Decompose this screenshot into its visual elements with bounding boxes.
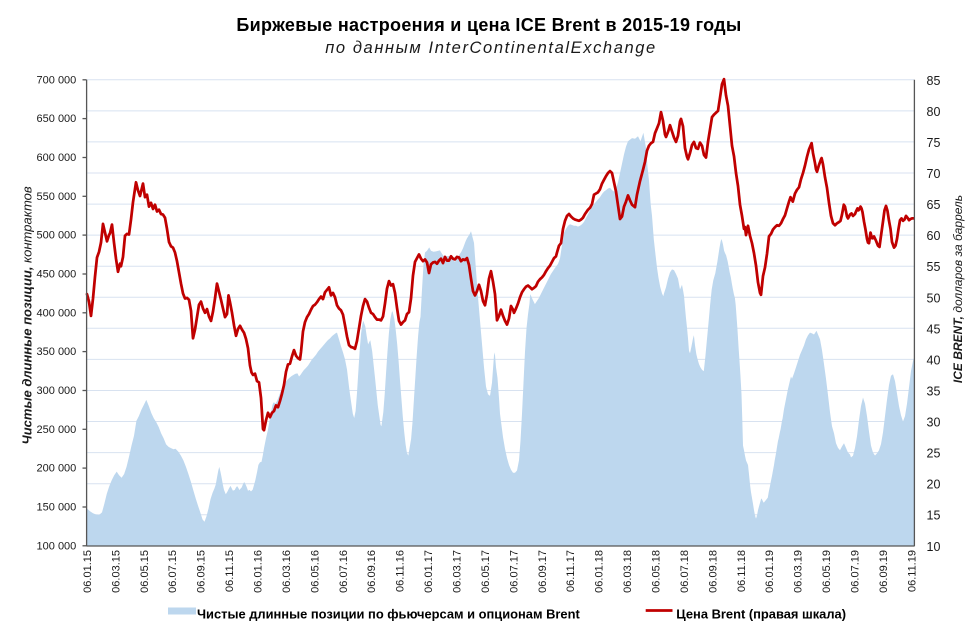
svg-text:550 000: 550 000 (37, 191, 77, 203)
svg-text:650 000: 650 000 (37, 113, 77, 125)
svg-text:Чистые длинные позиции, контра: Чистые длинные позиции, контрактов (20, 186, 35, 444)
svg-text:20: 20 (927, 478, 941, 492)
svg-text:35: 35 (927, 385, 941, 399)
svg-text:250 000: 250 000 (37, 424, 77, 436)
svg-text:06.09.18: 06.09.18 (707, 550, 719, 593)
svg-text:150 000: 150 000 (37, 502, 77, 514)
svg-text:06.01.19: 06.01.19 (764, 550, 776, 593)
svg-text:75: 75 (927, 136, 941, 150)
svg-text:Чистые длинные позиции по фьюч: Чистые длинные позиции по фьючерсам и оп… (197, 607, 580, 622)
svg-text:06.07.17: 06.07.17 (508, 550, 520, 593)
svg-text:06.01.17: 06.01.17 (423, 550, 435, 593)
svg-text:06.07.18: 06.07.18 (679, 550, 691, 593)
svg-text:ICE BRENT, долларов за баррель: ICE BRENT, долларов за баррель (951, 195, 965, 383)
svg-text:06.05.17: 06.05.17 (480, 550, 492, 593)
svg-text:15: 15 (927, 509, 941, 523)
svg-text:06.07.15: 06.07.15 (167, 550, 179, 593)
svg-text:350 000: 350 000 (37, 346, 77, 358)
svg-text:06.11.17: 06.11.17 (565, 550, 577, 592)
svg-text:50: 50 (927, 291, 941, 305)
svg-text:25: 25 (927, 447, 941, 461)
svg-text:45: 45 (927, 322, 941, 336)
svg-text:600 000: 600 000 (37, 152, 77, 164)
svg-text:60: 60 (927, 229, 941, 243)
svg-text:700 000: 700 000 (37, 74, 77, 86)
svg-text:06.01.16: 06.01.16 (253, 550, 265, 593)
svg-text:30: 30 (927, 416, 941, 430)
svg-text:06.11.19: 06.11.19 (906, 550, 918, 592)
svg-text:500 000: 500 000 (37, 230, 77, 242)
svg-text:55: 55 (927, 260, 941, 274)
svg-text:06.01.15: 06.01.15 (82, 550, 94, 593)
svg-text:06.09.15: 06.09.15 (196, 550, 208, 593)
svg-text:06.03.16: 06.03.16 (281, 550, 293, 593)
svg-text:06.11.18: 06.11.18 (736, 550, 748, 592)
svg-text:70: 70 (927, 167, 941, 181)
svg-text:200 000: 200 000 (37, 463, 77, 475)
svg-text:06.09.16: 06.09.16 (366, 550, 378, 593)
svg-text:Цена Brent (правая шкала): Цена Brent (правая шкала) (676, 607, 846, 622)
svg-text:06.05.15: 06.05.15 (139, 550, 151, 593)
svg-text:06.09.17: 06.09.17 (537, 550, 549, 593)
svg-text:06.07.16: 06.07.16 (338, 550, 350, 593)
svg-text:65: 65 (927, 198, 941, 212)
svg-text:300 000: 300 000 (37, 385, 77, 397)
svg-text:10: 10 (927, 540, 941, 554)
svg-text:06.05.19: 06.05.19 (821, 550, 833, 593)
svg-text:450 000: 450 000 (37, 269, 77, 281)
svg-text:400 000: 400 000 (37, 307, 77, 319)
svg-text:06.09.19: 06.09.19 (878, 550, 890, 593)
svg-text:06.03.19: 06.03.19 (793, 550, 805, 593)
svg-text:06.03.17: 06.03.17 (452, 550, 464, 593)
svg-text:06.01.18: 06.01.18 (594, 550, 606, 593)
svg-text:100 000: 100 000 (37, 540, 77, 552)
svg-text:06.03.18: 06.03.18 (622, 550, 634, 593)
svg-text:06.05.16: 06.05.16 (309, 550, 321, 593)
svg-text:06.05.18: 06.05.18 (651, 550, 663, 593)
svg-text:06.11.15: 06.11.15 (224, 550, 236, 592)
svg-text:85: 85 (927, 74, 941, 88)
svg-text:06.11.16: 06.11.16 (395, 550, 407, 592)
svg-text:40: 40 (927, 353, 941, 367)
svg-text:80: 80 (927, 105, 941, 119)
svg-text:06.07.19: 06.07.19 (850, 550, 862, 593)
svg-text:06.03.15: 06.03.15 (110, 550, 122, 593)
